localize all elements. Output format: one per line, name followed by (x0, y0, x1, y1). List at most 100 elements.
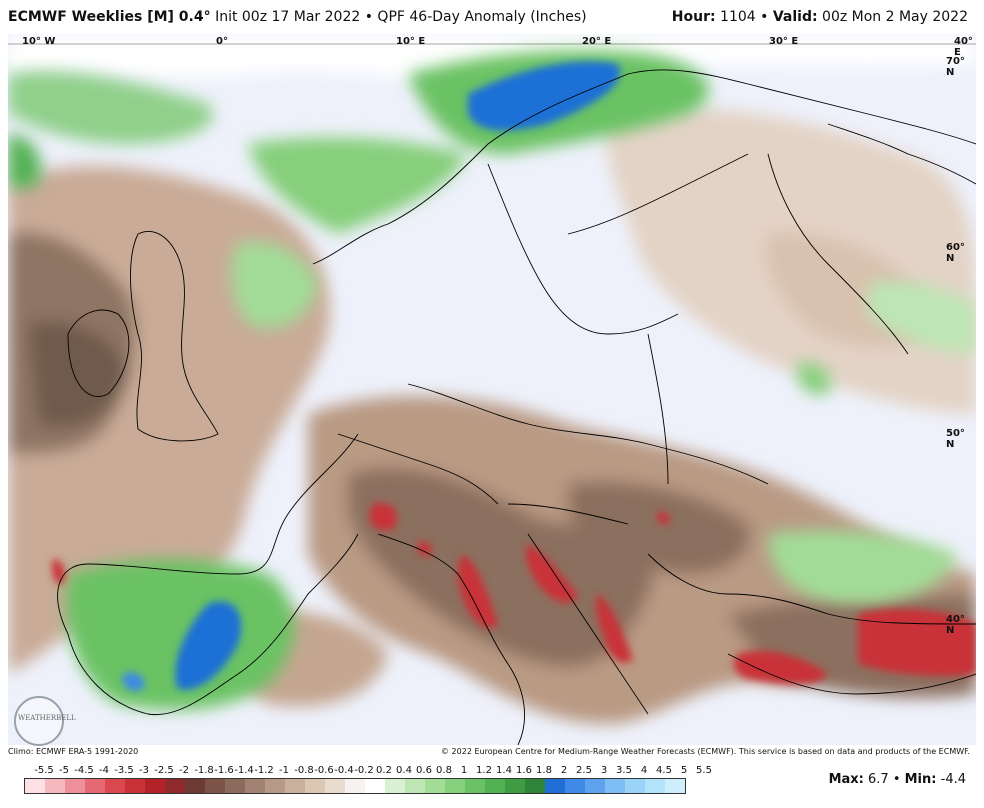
lat-label-70n: 70° N (946, 56, 965, 78)
hour-value: 1104 (720, 9, 756, 25)
copyright-note: © 2022 European Centre for Medium-Range … (441, 747, 970, 756)
lon-label-0: 0° (216, 36, 228, 47)
lat-label-50n: 50° N (946, 428, 965, 450)
colorbar-tick-label: 1.2 (476, 765, 492, 776)
colorbar-swatch (345, 779, 365, 793)
colorbar-swatch (545, 779, 565, 793)
colorbar-tick-label: 1.8 (536, 765, 552, 776)
lon-label-20e: 20° E (582, 36, 612, 47)
lon-label-30e: 30° E (769, 36, 799, 47)
colorbar-swatch (405, 779, 425, 793)
precip-anomaly-map: 10° W 0° 10° E 20° E 30° E 40° E 70° N 6… (8, 34, 976, 745)
colorbar-swatch (245, 779, 265, 793)
colorbar-swatch (505, 779, 525, 793)
colorbar-tick-label: 4.5 (656, 765, 672, 776)
valid-label: Valid: (772, 9, 818, 25)
colorbar-tick-label: -0.2 (354, 765, 374, 776)
colorbar-swatch (285, 779, 305, 793)
title-right: Hour: 1104 • Valid: 00z Mon 2 May 2022 (671, 9, 968, 25)
colorbar-tick-label: 3 (600, 765, 608, 776)
colorbar-swatch (165, 779, 185, 793)
colorbar-tick-label: -5 (59, 765, 69, 776)
strong-dry-anomaly (52, 503, 976, 684)
min-label: Min: (904, 772, 937, 787)
colorbar-tick-label: -5.5 (34, 765, 54, 776)
lat-label-40n: 40° N (946, 614, 965, 636)
max-min-readout: Max: 6.7 • Min: -4.4 (828, 772, 966, 787)
colorbar-tick-label: -2 (179, 765, 189, 776)
colorbar-swatch (145, 779, 165, 793)
lon-label-10e: 10° E (396, 36, 426, 47)
colorbar-tick-label: 2 (560, 765, 568, 776)
colorbar-swatch (565, 779, 585, 793)
colorbar (24, 778, 686, 794)
colorbar-swatch (445, 779, 465, 793)
colorbar-swatch (625, 779, 645, 793)
colorbar-swatch (425, 779, 445, 793)
logo-text: WEATHERBELL (18, 714, 76, 722)
max-label: Max: (828, 772, 864, 787)
strong-wet-anomaly (122, 61, 620, 691)
header-bar: ECMWF Weeklies [M] 0.4° Init 00z 17 Mar … (0, 0, 984, 34)
colorbar-tick-label: 2.5 (576, 765, 592, 776)
colorbar-swatch (85, 779, 105, 793)
colorbar-tick-label: -0.4 (334, 765, 354, 776)
colorbar-swatch (585, 779, 605, 793)
colorbar-tick-label: 5 (680, 765, 688, 776)
colorbar-tick-label: 3.5 (616, 765, 632, 776)
colorbar-swatch (325, 779, 345, 793)
max-value: 6.7 (868, 772, 889, 787)
colorbar-tick-label: -2.5 (154, 765, 174, 776)
colorbar-tick-label: 1.6 (516, 765, 532, 776)
colorbar-swatch (65, 779, 85, 793)
title-left: ECMWF Weeklies [M] 0.4° Init 00z 17 Mar … (8, 9, 587, 25)
colorbar-tick-label: -1 (279, 765, 289, 776)
colorbar-tick-label: -1.6 (214, 765, 234, 776)
colorbar-tick-label: 5.5 (696, 765, 712, 776)
min-value: -4.4 (940, 772, 966, 787)
valid-value: 00z Mon 2 May 2022 (822, 9, 968, 25)
colorbar-swatch (225, 779, 245, 793)
lon-label-10w: 10° W (22, 36, 56, 47)
colorbar-tick-label: -1.2 (254, 765, 274, 776)
colorbar-swatch (265, 779, 285, 793)
colorbar-swatch (45, 779, 65, 793)
colorbar-tick-label: -3 (139, 765, 149, 776)
model-title: ECMWF Weeklies [M] 0.4° (8, 9, 211, 25)
colorbar-tick-label: -3.5 (114, 765, 134, 776)
climo-note: Climo: ECMWF ERA-5 1991-2020 (8, 747, 139, 756)
product-description: Init 00z 17 Mar 2022 • QPF 46-Day Anomal… (215, 9, 587, 25)
colorbar-swatch (185, 779, 205, 793)
colorbar-swatch (485, 779, 505, 793)
weatherbell-logo: WEATHERBELL (14, 696, 76, 746)
hour-label: Hour: (671, 9, 716, 25)
colorbar-tick-label: -0.6 (314, 765, 334, 776)
colorbar-tick-label: -1.8 (194, 765, 214, 776)
colorbar-swatch (365, 779, 385, 793)
colorbar-tick-label: 0.4 (396, 765, 412, 776)
colorbar-tick-label: -1.4 (234, 765, 254, 776)
colorbar-tick-label: -0.8 (294, 765, 314, 776)
lat-label-60n: 60° N (946, 242, 965, 264)
colorbar-swatch (25, 779, 45, 793)
colorbar-swatch (105, 779, 125, 793)
colorbar-swatch (125, 779, 145, 793)
colorbar-swatch (385, 779, 405, 793)
colorbar-tick-label: 0.2 (376, 765, 392, 776)
wet-anomaly-areas (8, 50, 976, 710)
colorbar-swatch (605, 779, 625, 793)
colorbar-swatch (645, 779, 665, 793)
coastlines-borders (57, 69, 976, 745)
map-canvas (8, 34, 976, 745)
colorbar-tick-label: 4 (640, 765, 648, 776)
colorbar-swatch (525, 779, 545, 793)
colorbar-tick-label: 0.6 (416, 765, 432, 776)
colorbar-tick-label: -4 (99, 765, 109, 776)
colorbar-swatch (665, 779, 685, 793)
colorbar-swatch (305, 779, 325, 793)
colorbar-tick-label: -4.5 (74, 765, 94, 776)
colorbar-tick-label: 0.8 (436, 765, 452, 776)
colorbar-tick-label: 1 (460, 765, 468, 776)
colorbar-tick-label: 1.4 (496, 765, 512, 776)
colorbar-swatch (205, 779, 225, 793)
